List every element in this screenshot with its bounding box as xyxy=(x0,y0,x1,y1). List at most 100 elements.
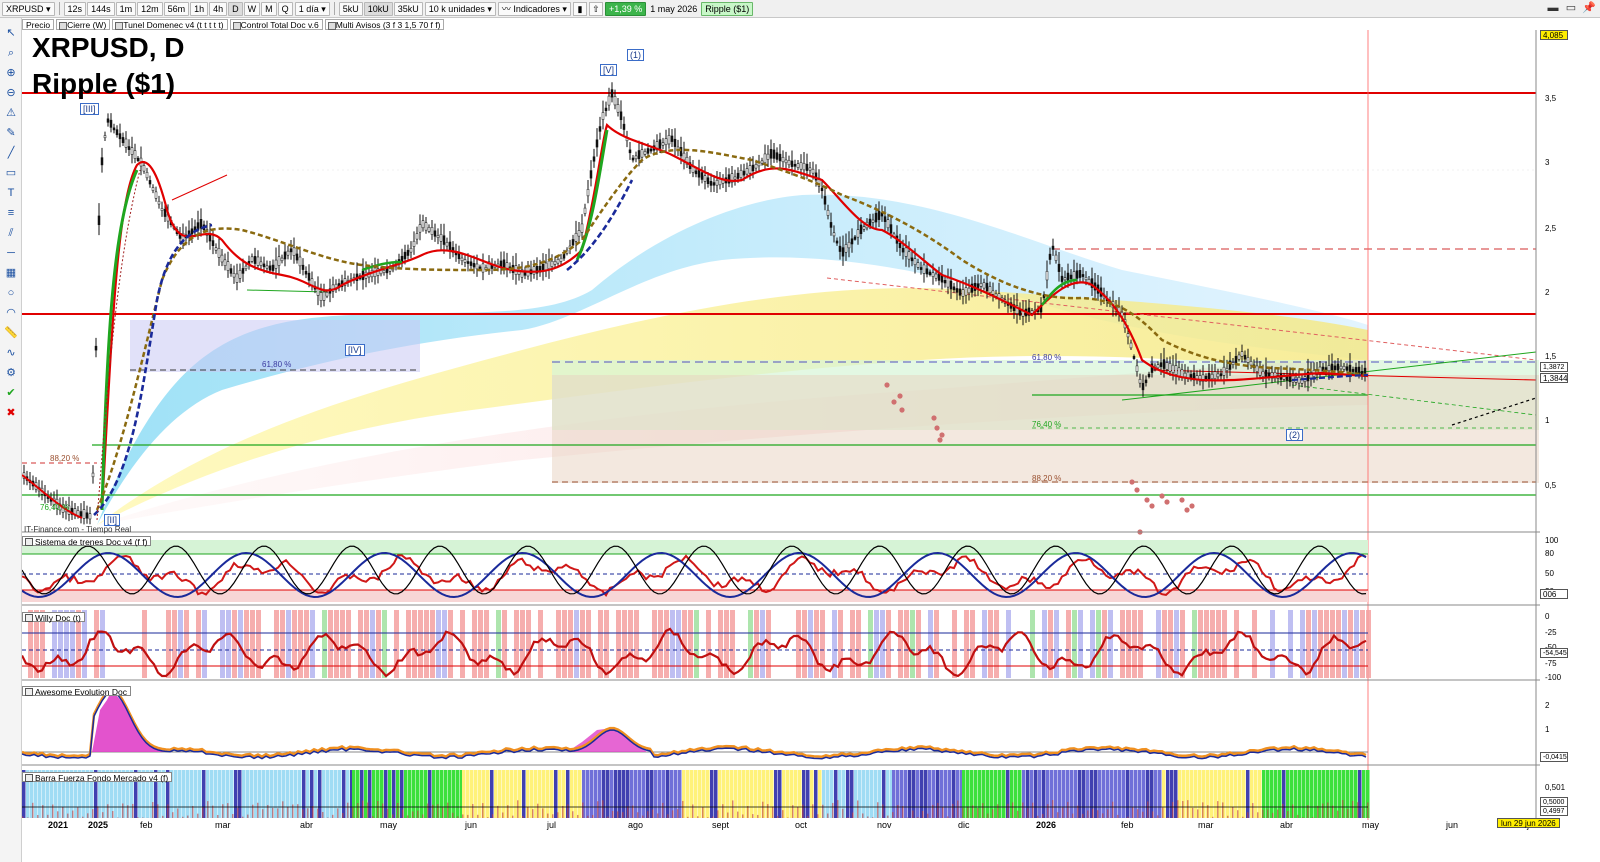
panel-label-barra[interactable]: Barra Fuerza Fondo Mercado v4 (f) xyxy=(22,772,173,783)
studies-bar: Precio Cierre (W) Tunel Domenec v4 (t t … xyxy=(22,18,445,30)
timeframe-56m[interactable]: 56m xyxy=(163,1,190,16)
rect-icon[interactable]: ▭ xyxy=(5,167,17,179)
indicators-text: Indicadores xyxy=(513,3,560,14)
check-icon[interactable]: ✔ xyxy=(6,387,16,399)
draw-icon[interactable]: ✎ xyxy=(6,127,16,139)
timeframe-12s[interactable]: 12s xyxy=(63,1,87,16)
timeframe-144s[interactable]: 144s xyxy=(87,1,115,16)
price-tick: 2,5 xyxy=(1545,224,1557,233)
time-tick: may xyxy=(1362,820,1380,830)
moving-averages xyxy=(22,122,1369,521)
volume-unit-10kU[interactable]: 10kU xyxy=(363,1,393,16)
price-tick: 1,5 xyxy=(1545,352,1557,361)
arrow-up-icon[interactable]: ⇧ xyxy=(588,1,603,16)
bar-chart-icon[interactable]: ▮ xyxy=(572,1,587,16)
time-tick: abr xyxy=(300,820,314,830)
barra-tag-2: 0,4997 xyxy=(1540,806,1568,816)
zoom-icon[interactable]: ⌕ xyxy=(7,47,15,59)
symbol-text: XRPUSD xyxy=(6,3,44,14)
wave-label-IV: [IV] xyxy=(345,344,365,356)
symbol-select[interactable]: XRPUSD ▾ xyxy=(2,1,55,16)
willy-tag: -54,545 xyxy=(1540,648,1568,658)
study-control-total[interactable]: Control Total Doc v.6 xyxy=(229,18,323,30)
time-tick: 2025 xyxy=(88,820,109,830)
willy-tick: -50 xyxy=(1545,643,1557,652)
timeframe-M[interactable]: M xyxy=(261,1,277,16)
panel-label-awesome[interactable]: Awesome Evolution Doc xyxy=(22,686,131,697)
price-chart[interactable] xyxy=(22,30,1540,820)
toolbar-divider xyxy=(58,2,60,15)
fib-icon[interactable]: ≡ xyxy=(7,207,15,219)
channel-icon[interactable]: ⫽ xyxy=(8,227,14,239)
zoom-in-icon[interactable]: ⊕ xyxy=(6,67,16,79)
volume-unit-35kU[interactable]: 35kU xyxy=(393,1,423,16)
time-tick: jul xyxy=(547,820,557,830)
time-tick: sept xyxy=(712,820,730,830)
wave-icon[interactable]: ∿ xyxy=(6,347,16,359)
panel-label-trenes[interactable]: Sistema de trenes Doc v4 (f f) xyxy=(22,536,152,547)
price-tick: 3 xyxy=(1545,158,1550,167)
minimize-icon[interactable]: ▬ xyxy=(1547,2,1559,14)
volume-unit-5kU[interactable]: 5kU xyxy=(338,1,363,16)
arc-icon[interactable]: ◠ xyxy=(6,307,16,319)
delete-icon[interactable]: ✖ xyxy=(6,407,16,419)
time-tick: abr xyxy=(1280,820,1294,830)
time-tick: feb xyxy=(1121,820,1134,830)
period-select[interactable]: 1 día ▾ xyxy=(294,1,330,16)
wave-label-2: (2) xyxy=(1286,429,1303,441)
wave-label-II: [II] xyxy=(104,514,121,526)
ruler-icon[interactable]: 📏 xyxy=(4,327,18,339)
fib-label-76: 76,40 % xyxy=(1032,420,1062,429)
timeframe-1h[interactable]: 1h xyxy=(190,1,209,16)
timeframe-group: 12s 144s 1m 12m 56m 1h 4h D W M Q xyxy=(63,1,293,16)
wave-label-V: [V] xyxy=(600,64,618,76)
trenes-tick: 50 xyxy=(1545,569,1554,578)
units-select[interactable]: 10 k unidades ▾ xyxy=(424,1,496,16)
timeframe-12m[interactable]: 12m xyxy=(137,1,163,16)
circle-icon[interactable]: ○ xyxy=(7,287,15,299)
time-tick: jun xyxy=(1446,820,1459,830)
timeframe-W[interactable]: W xyxy=(243,1,261,16)
settings-icon[interactable]: ⚙ xyxy=(6,367,16,379)
time-tick: 2021 xyxy=(48,820,69,830)
timeframe-D[interactable]: D xyxy=(228,1,243,16)
willy-tick: -75 xyxy=(1545,659,1557,668)
fib-label-61-right: 61,80 % xyxy=(1032,353,1062,362)
instrument-badge: Ripple ($1) xyxy=(701,1,754,16)
pin-icon[interactable]: 📌 xyxy=(1582,2,1596,14)
price-tick: 3,5 xyxy=(1545,94,1557,103)
barra-tick: 0,501 xyxy=(1545,783,1566,792)
panel-label-willy[interactable]: Willy Doc (t) xyxy=(22,612,85,623)
alert-icon[interactable]: ⚠ xyxy=(6,107,16,119)
price-top-tag: 4,085 xyxy=(1540,30,1568,40)
window-controls: ▬ ▭ 📌 xyxy=(1546,1,1596,15)
maximize-icon[interactable]: ▭ xyxy=(1565,2,1577,14)
zoom-out-icon[interactable]: ⊖ xyxy=(6,87,16,99)
level-lines xyxy=(22,30,1536,820)
period-text: 1 día xyxy=(298,3,319,14)
cursor-icon[interactable]: ↖ xyxy=(6,27,16,39)
indicators-button[interactable]: 〰 Indicadores ▾ xyxy=(497,1,571,16)
trend-icon[interactable]: ╱ xyxy=(7,147,15,159)
timeframe-4h[interactable]: 4h xyxy=(209,1,228,16)
price-tick: 1 xyxy=(1545,416,1550,425)
time-tick: 2026 xyxy=(1036,820,1057,830)
study-tunel[interactable]: Tunel Domenec v4 (t t t t t) xyxy=(112,18,228,30)
grid-icon[interactable]: ▦ xyxy=(5,267,17,279)
barra-panel xyxy=(22,770,1370,818)
study-close[interactable]: Cierre (W) xyxy=(56,18,111,30)
line-icon[interactable]: ─ xyxy=(7,247,15,259)
study-multi-avisos[interactable]: Multi Avisos (3 f 3 1,5 70 f f) xyxy=(324,18,445,30)
timeframe-Q[interactable]: Q xyxy=(277,1,293,16)
text-icon[interactable]: T xyxy=(7,187,15,199)
timeframe-1m[interactable]: 1m xyxy=(115,1,137,16)
time-tick: mar xyxy=(215,820,231,830)
change-badge: +1,39 % xyxy=(604,1,647,16)
willy-tick: 0 xyxy=(1545,612,1550,621)
awesome-tag: -0,0415 xyxy=(1540,752,1568,762)
study-price[interactable]: Precio xyxy=(22,18,55,30)
fib-label-61-left: 61,80 % xyxy=(262,360,292,369)
volume-unit-group: 5kU 10kU 35kU xyxy=(338,1,423,16)
awesome-tick: 2 xyxy=(1545,701,1550,710)
time-tick: dic xyxy=(958,820,970,830)
